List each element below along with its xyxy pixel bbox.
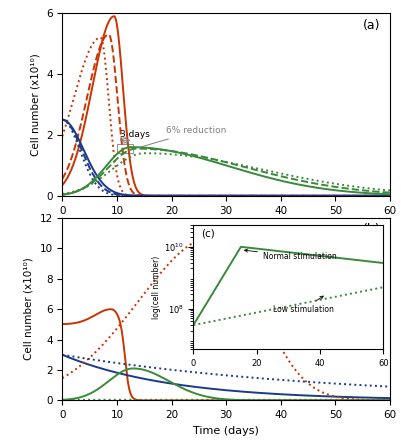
Text: 3 days: 3 days [119,130,149,139]
Y-axis label: Cell number (x10¹⁰): Cell number (x10¹⁰) [24,258,34,360]
Bar [117,144,133,153]
X-axis label: Time (days): Time (days) [193,221,258,231]
Text: (a): (a) [362,18,379,32]
Y-axis label: Cell number (x10¹⁰): Cell number (x10¹⁰) [30,53,41,156]
Text: 6% reduction: 6% reduction [138,126,226,147]
X-axis label: Time (days): Time (days) [193,425,258,436]
Text: (b): (b) [362,223,379,236]
